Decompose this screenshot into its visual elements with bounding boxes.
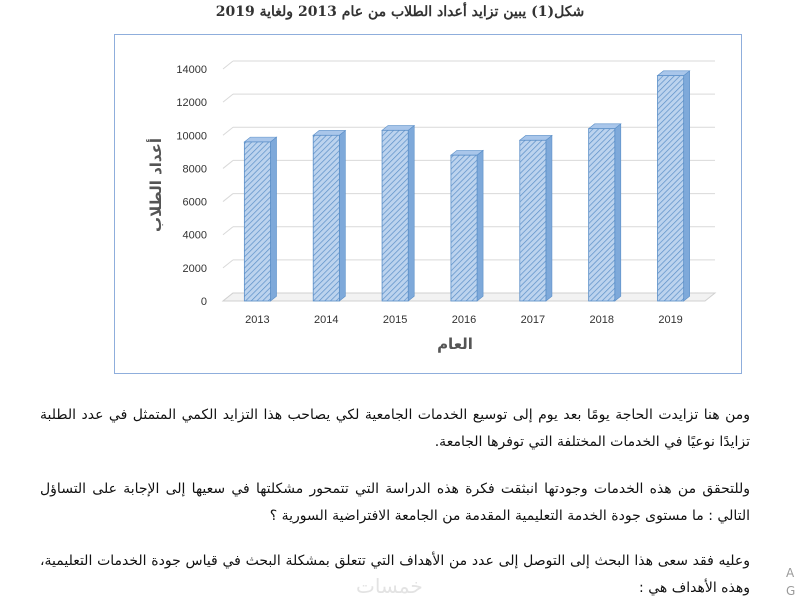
edge-letter-g: G — [786, 584, 796, 598]
gridline-depth — [222, 93, 234, 103]
y-tick-label: 14000 — [176, 64, 207, 76]
gridline-depth — [222, 193, 234, 202]
paragraph-3: وعليه فقد سعى هذا البحث إلى التوصل إلى ع… — [40, 553, 750, 596]
bar-top-2019 — [656, 70, 691, 76]
y-tick-label: 4000 — [183, 230, 207, 242]
gridline-depth — [222, 226, 234, 236]
x-tick-label: 2018 — [589, 314, 613, 326]
y-tick-label: 8000 — [183, 163, 207, 175]
x-tick-label: 2019 — [658, 314, 682, 326]
gridline-depth — [222, 60, 234, 70]
gridline-depth — [222, 160, 234, 169]
x-tick-label: 2016 — [452, 314, 476, 326]
bar-side-2016 — [476, 149, 484, 302]
bar-2015 — [381, 129, 409, 302]
paragraph-1: ومن هنا تزايدت الحاجة يومًا بعد يوم إلى … — [40, 407, 750, 450]
bar-side-2019 — [683, 70, 690, 302]
y-axis-title: أعداد الطلاب — [146, 138, 165, 232]
bar-side-2017 — [545, 134, 553, 302]
bar-top-2017 — [518, 135, 553, 141]
bar-2016 — [450, 154, 478, 302]
edge-letter-a: A — [786, 566, 795, 580]
bar-side-2018 — [614, 123, 622, 302]
y-tick-label: 0 — [201, 296, 207, 308]
bar-side-2014 — [339, 129, 346, 302]
chart-frame: 0 2000 4000 6000 8000 10000 12000 14000 2013 2014… — [114, 34, 742, 374]
figure-caption: شكل(1) يبين تزايد أعداد الطلاب من عام 20… — [215, 4, 585, 20]
bar-side-2013 — [270, 136, 277, 302]
paragraph-2: وللتحقق من هذه الخدمات وجودتها انبثقت فك… — [40, 481, 750, 524]
bar-chart: 0 2000 4000 6000 8000 10000 12000 14000 2013 2014… — [146, 60, 717, 353]
bar-top-2013 — [243, 136, 278, 143]
bar-2017 — [519, 139, 547, 302]
gridline-depth — [222, 126, 234, 136]
bar-top-2014 — [312, 130, 347, 136]
watermark: خمسات — [356, 574, 423, 598]
bar-2014 — [312, 134, 340, 302]
y-tick-label: 2000 — [183, 263, 207, 275]
bar-2013 — [243, 141, 271, 302]
bar-2018 — [588, 128, 616, 302]
y-tick-label: 12000 — [176, 97, 207, 109]
x-axis-title: العام — [437, 335, 473, 353]
x-tick-label: 2017 — [521, 314, 545, 326]
x-tick-label: 2013 — [245, 314, 269, 326]
x-tick-label: 2014 — [314, 314, 338, 326]
bar-2019 — [657, 75, 685, 302]
bar-top-2018 — [587, 123, 622, 129]
y-tick-label: 6000 — [183, 197, 207, 209]
bar-top-2015 — [381, 125, 416, 131]
gridline-depth — [222, 259, 234, 269]
y-tick-label: 10000 — [176, 130, 207, 142]
x-tick-label: 2015 — [383, 314, 407, 326]
bar-side-2015 — [407, 124, 415, 302]
bar-top-2016 — [450, 150, 484, 156]
